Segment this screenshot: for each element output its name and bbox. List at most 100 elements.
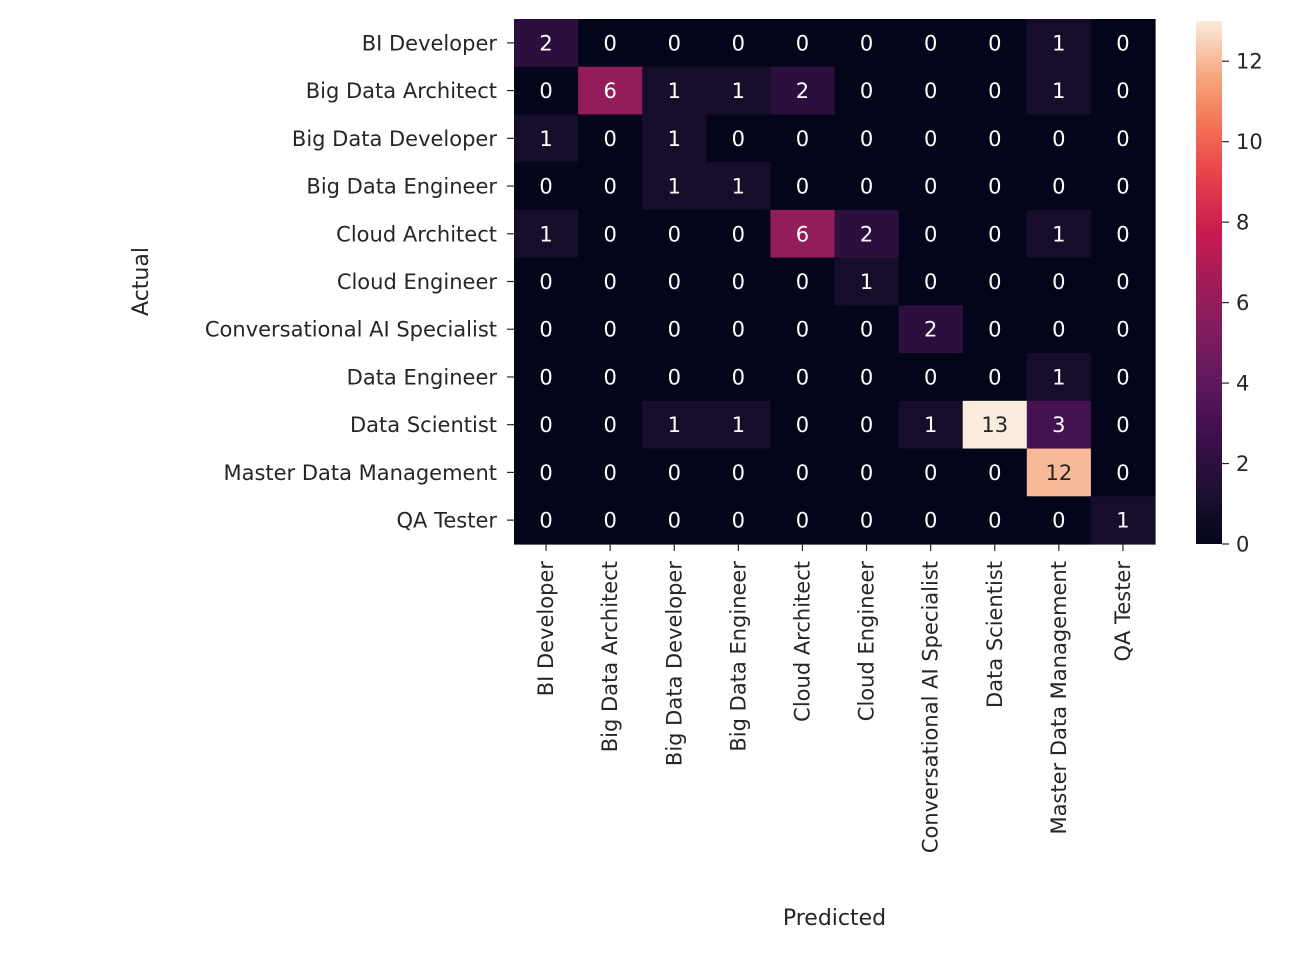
y-tick-label: QA Tester — [397, 509, 498, 533]
heatmap-cell — [898, 19, 964, 68]
cell-value-label: 0 — [860, 509, 873, 533]
heatmap-cell — [1090, 114, 1156, 163]
heatmap-cell — [898, 496, 964, 545]
cell-value-label: 1 — [860, 270, 873, 294]
cell-value-label: 0 — [860, 175, 873, 199]
cell-value-label: 0 — [988, 31, 1001, 55]
cell-value-label: 0 — [924, 270, 937, 294]
cell-value-label: 2 — [796, 79, 809, 103]
heatmap-cell — [1026, 66, 1092, 116]
heatmap-cell — [962, 496, 1028, 545]
heatmap-cell — [578, 305, 643, 354]
cell-value-label: 0 — [732, 365, 745, 389]
heatmap-cell — [514, 209, 579, 259]
cell-value-label: 0 — [860, 413, 873, 437]
cell-value-label: 1 — [668, 175, 681, 199]
cell-value-label: 0 — [796, 365, 809, 389]
cell-value-label: 1 — [1052, 222, 1065, 246]
heatmap-cell — [706, 448, 771, 497]
heatmap-cell — [1026, 162, 1092, 211]
heatmap-cell — [706, 257, 771, 306]
colorbar-tick-label: 12 — [1236, 50, 1263, 74]
cell-value-label: 12 — [1045, 461, 1072, 485]
heatmap-cell — [962, 114, 1028, 163]
cell-value-label: 1 — [732, 175, 745, 199]
cell-value-label: 0 — [603, 318, 616, 342]
heatmap-cell — [706, 114, 771, 163]
cell-value-label: 0 — [668, 461, 681, 485]
cell-value-label: 0 — [539, 175, 552, 199]
cell-value-label: 0 — [539, 270, 552, 294]
cell-value-label: 0 — [924, 509, 937, 533]
heatmap-cell — [834, 257, 900, 306]
cell-value-label: 0 — [924, 365, 937, 389]
cell-value-label: 0 — [732, 270, 745, 294]
heatmap-cell — [834, 209, 900, 259]
cell-value-label: 1 — [539, 222, 552, 246]
cell-value-label: 0 — [924, 175, 937, 199]
cell-value-label: 0 — [988, 79, 1001, 103]
heatmap-cell — [898, 114, 964, 163]
cell-value-label: 0 — [732, 509, 745, 533]
y-tick-labels: BI Developer Big Data Architect Big Data D… — [205, 31, 514, 533]
cell-value-label: 0 — [732, 127, 745, 151]
heatmap-cell — [642, 19, 707, 68]
x-tick-label: Big Data Engineer — [726, 561, 750, 752]
heatmap-cell — [706, 19, 771, 68]
cell-value-label: 0 — [539, 318, 552, 342]
cell-value-label: 0 — [1052, 318, 1065, 342]
cell-value-label: 2 — [860, 222, 873, 246]
y-tick-label: Big Data Developer — [292, 127, 497, 151]
cell-value-label: 0 — [796, 318, 809, 342]
cell-value-label: 0 — [860, 461, 873, 485]
heatmap-cell — [898, 257, 964, 306]
heatmap-cell — [1090, 19, 1156, 68]
x-tick-label: Big Data Architect — [598, 561, 622, 752]
cell-value-label: 1 — [539, 127, 552, 151]
heatmap-cell — [1026, 448, 1092, 497]
heatmap-cell — [1090, 257, 1156, 306]
x-tick-label: Big Data Developer — [662, 561, 686, 766]
heatmap-cell — [1026, 209, 1092, 259]
cell-value-label: 0 — [603, 222, 616, 246]
heatmap-cell — [514, 66, 579, 116]
cell-value-label: 0 — [924, 31, 937, 55]
heatmap-cell — [834, 353, 900, 402]
cell-value-label: 0 — [732, 461, 745, 485]
cell-value-label: 0 — [603, 127, 616, 151]
heatmap-cell — [834, 66, 900, 116]
heatmap-cell — [834, 305, 900, 354]
heatmap-cell — [770, 257, 836, 306]
heatmap-cell — [834, 400, 900, 450]
heatmap-cell — [962, 209, 1028, 259]
heatmap-cell — [706, 305, 771, 354]
heatmap-cell — [898, 400, 964, 450]
cell-value-label: 0 — [924, 79, 937, 103]
heatmap-cell — [578, 400, 643, 450]
heatmap-cell — [962, 353, 1028, 402]
heatmap-cell — [1026, 114, 1092, 163]
cell-value-label: 0 — [1116, 270, 1129, 294]
heatmap-cell — [642, 257, 707, 306]
heatmap-cell — [514, 400, 579, 450]
y-tick-label: Conversational AI Specialist — [205, 318, 497, 342]
heatmap-cell — [1026, 353, 1092, 402]
colorbar-tick-label: 4 — [1236, 372, 1249, 396]
cell-value-label: 0 — [603, 461, 616, 485]
heatmap-cell — [834, 114, 900, 163]
cell-value-label: 0 — [1116, 31, 1129, 55]
heatmap-cell — [1090, 496, 1156, 545]
cell-value-label: 1 — [1052, 365, 1065, 389]
heatmap-cell — [706, 209, 771, 259]
cell-value-label: 0 — [668, 365, 681, 389]
heatmap-cell — [962, 400, 1028, 450]
heatmap-cell — [642, 162, 707, 211]
cell-value-label: 0 — [796, 127, 809, 151]
cell-value-label: 0 — [796, 31, 809, 55]
heatmap-cell — [514, 353, 579, 402]
cell-value-label: 0 — [668, 31, 681, 55]
heatmap-cell — [770, 66, 836, 116]
heatmap-cell — [706, 66, 771, 116]
heatmap-cell — [1026, 496, 1092, 545]
cell-value-label: 0 — [796, 509, 809, 533]
